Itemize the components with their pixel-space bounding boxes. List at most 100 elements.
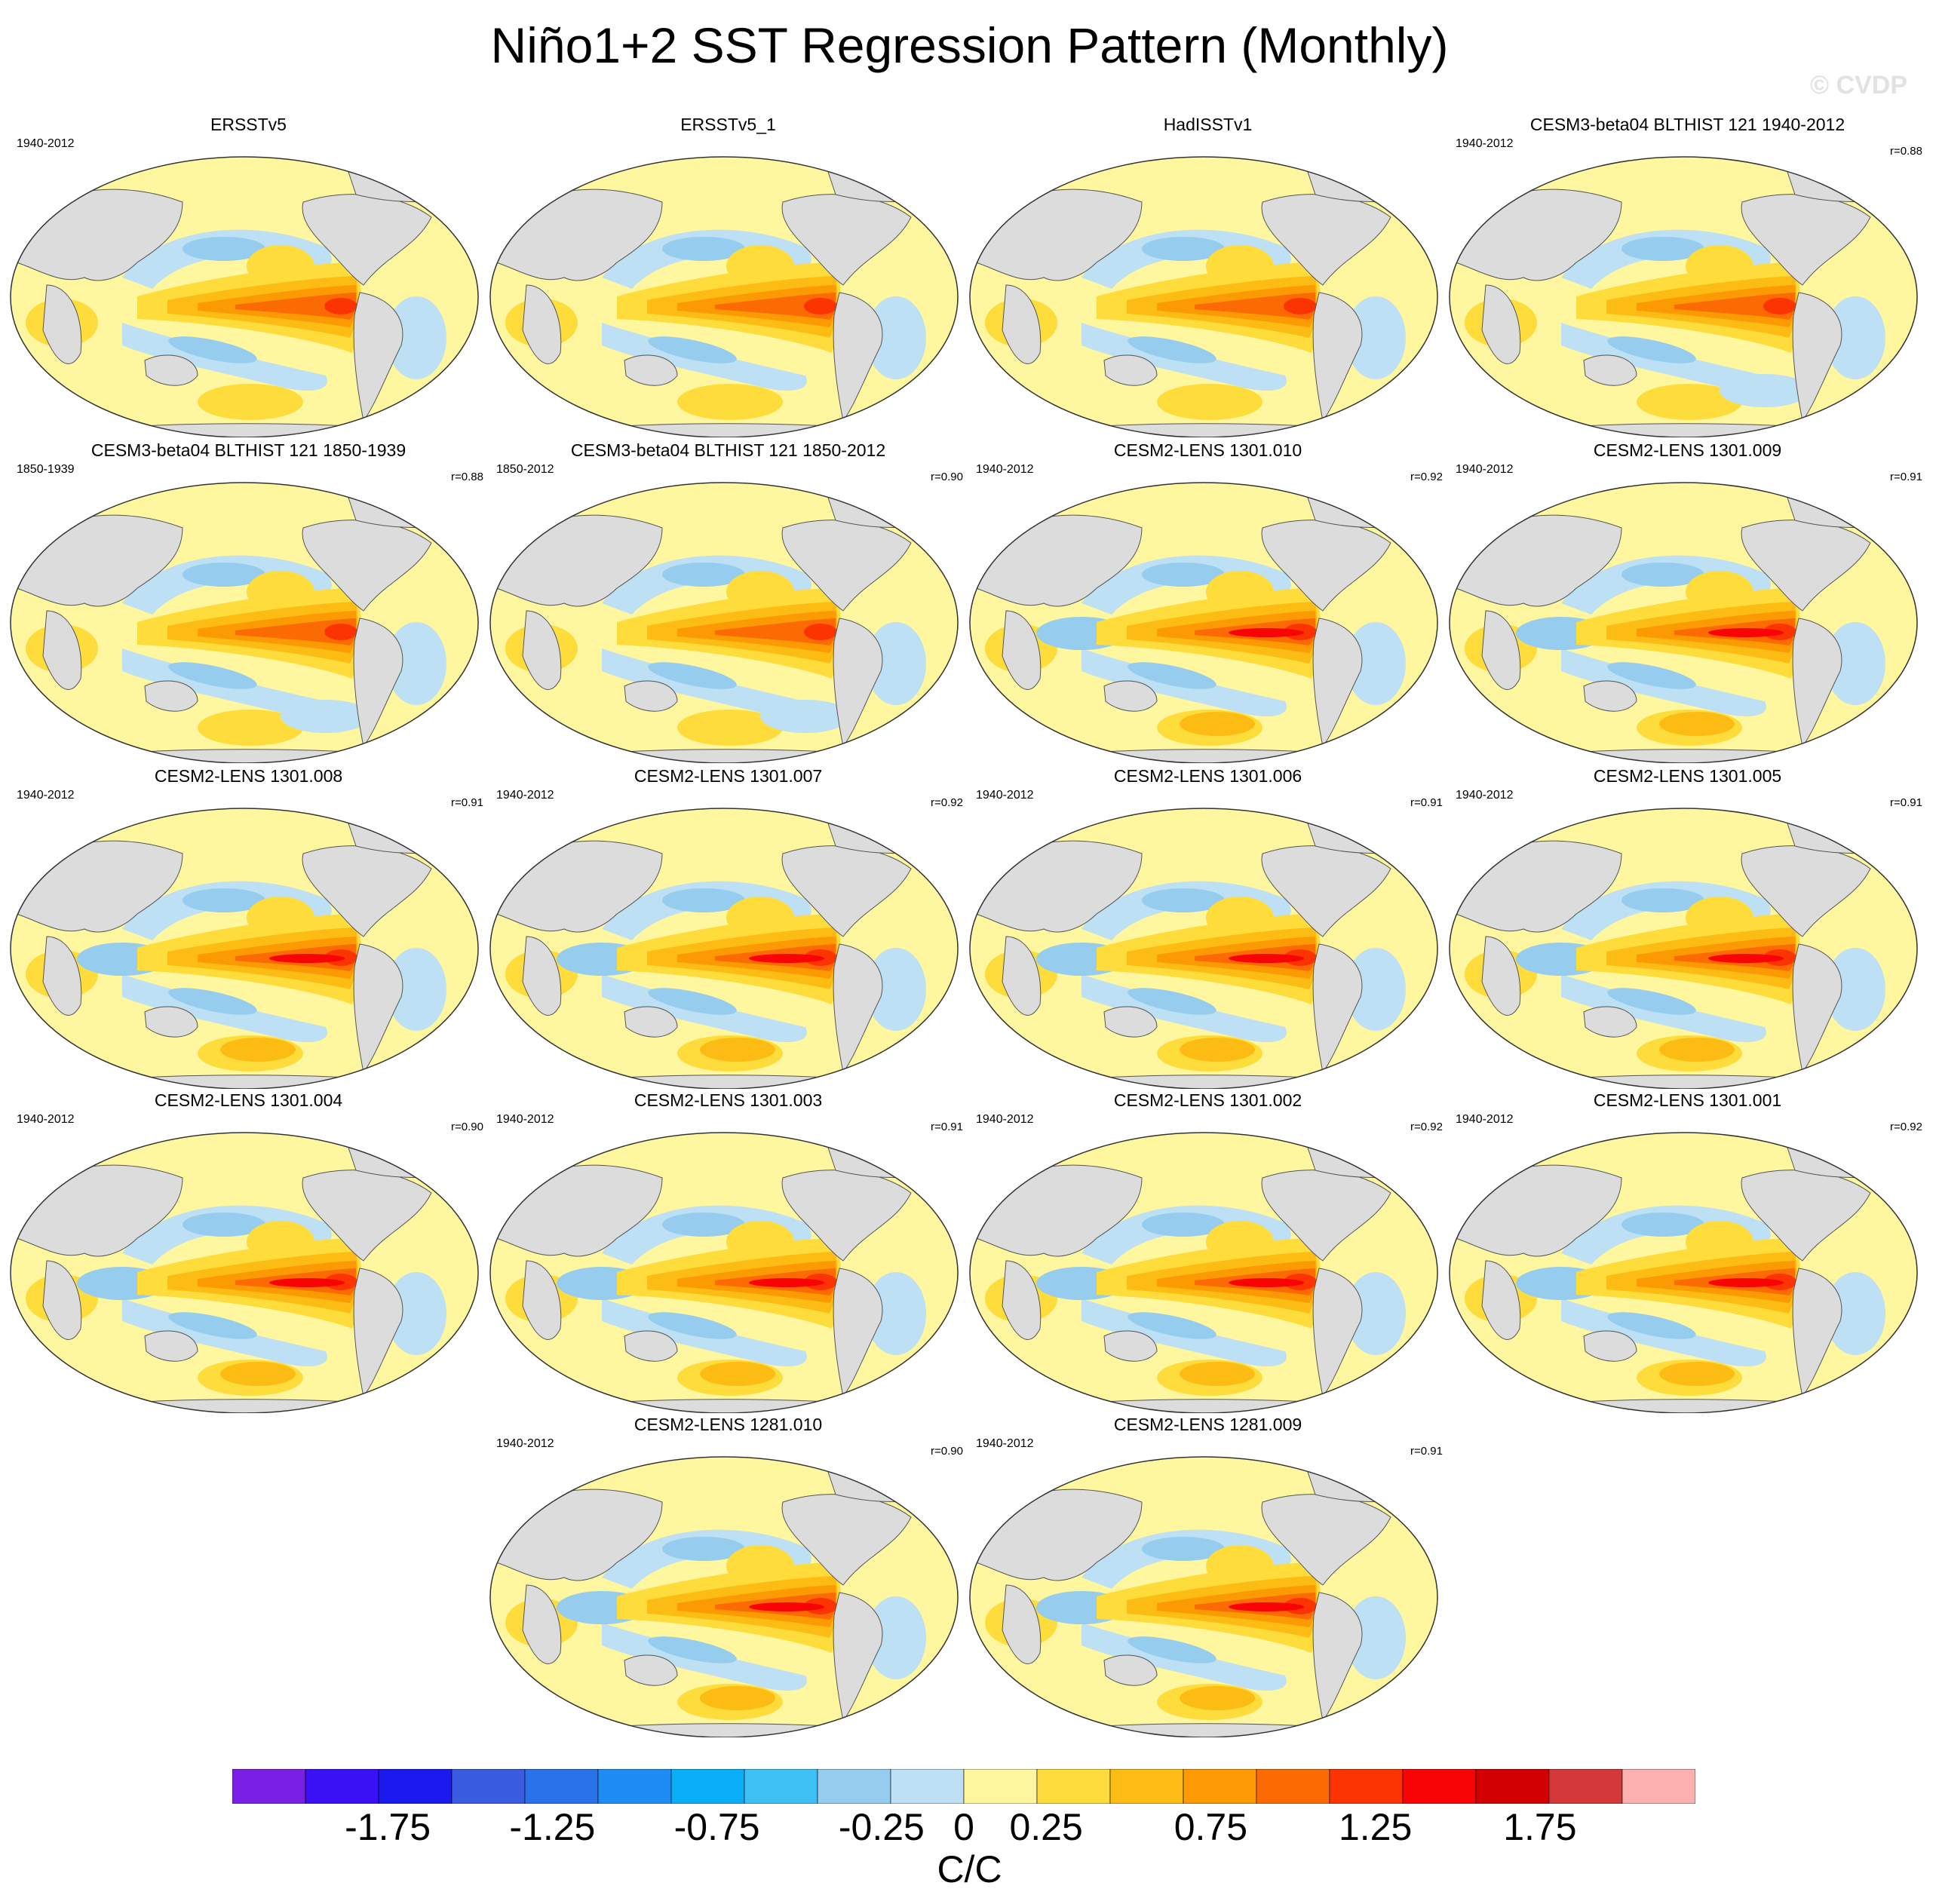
north-pacific-cold-arm <box>602 1529 811 1589</box>
africa-land <box>42 284 82 364</box>
colorbar-swatch <box>1036 1769 1111 1804</box>
southern-ocean-warm-core <box>220 1038 296 1062</box>
sst-regression-map <box>1449 1132 1918 1413</box>
antarctica-land <box>548 749 912 763</box>
antarctica-land <box>1028 423 1391 437</box>
map-outline <box>969 1456 1438 1737</box>
pattern-correlation: r=0.92 <box>1890 1121 1922 1133</box>
map-outline <box>969 156 1438 437</box>
colorbar-tick-label: 0 <box>953 1806 974 1848</box>
antarctica-land <box>1508 1075 1871 1089</box>
antarctica-land <box>1508 1399 1871 1413</box>
north-pacific-cold-core <box>662 563 745 587</box>
southern-ocean-warm-core <box>1659 712 1735 736</box>
pattern-correlation: r=0.91 <box>1410 796 1443 809</box>
colorbar-swatch <box>1475 1769 1550 1804</box>
panel-period: 1850-1939 <box>17 463 75 476</box>
map-panel: CESM2-LENS 1281.009 1940-2012 r=0.91 <box>968 1415 1447 1737</box>
map-panel: CESM2-LENS 1301.005 1940-2012 r=0.91 <box>1448 766 1927 1089</box>
north-pacific-cold-core <box>183 888 265 912</box>
panel-title: CESM2-LENS 1301.007 <box>634 766 823 786</box>
south-atlantic-patch <box>386 948 446 1031</box>
map-outline <box>1449 482 1918 763</box>
africa-land <box>522 936 562 1016</box>
australia-land <box>144 680 198 712</box>
colorbar-swatch <box>597 1769 672 1804</box>
south-atlantic-patch <box>1345 948 1406 1031</box>
nino12-max-core <box>1229 1278 1304 1287</box>
southern-ocean-warm <box>1637 384 1742 420</box>
nino12-max-core <box>269 1278 345 1287</box>
north-pacific-cold-arm <box>1081 229 1291 289</box>
sst-regression-map <box>489 808 959 1089</box>
south-pacific-cold-core <box>168 1312 257 1339</box>
south-america-land <box>833 943 883 1074</box>
africa-land <box>522 610 562 690</box>
figure-title: Niño1+2 SST Regression Pattern (Monthly) <box>490 17 1449 73</box>
colorbar-tick-label: -1.25 <box>509 1806 596 1848</box>
panel-period: 1940-2012 <box>976 463 1034 476</box>
south-atlantic-patch <box>1825 948 1885 1031</box>
map-outline <box>969 1132 1438 1413</box>
africa-land <box>42 610 82 690</box>
sst-regression-map <box>489 1456 959 1737</box>
panel-title: CESM2-LENS 1301.001 <box>1593 1090 1782 1110</box>
australia-land <box>144 1006 198 1038</box>
south-america-land <box>353 943 403 1074</box>
south-atlantic-patch <box>866 1272 926 1355</box>
australia-land <box>144 1330 198 1362</box>
colorbar-swatch <box>670 1769 745 1804</box>
greenland-land <box>1307 820 1414 854</box>
pattern-correlation: r=0.90 <box>931 1445 963 1458</box>
north-pacific-cold-arm <box>1561 1205 1771 1265</box>
panel-title: CESM2-LENS 1301.003 <box>634 1090 823 1110</box>
australia-land <box>1583 1330 1637 1362</box>
map-outline <box>489 1456 959 1737</box>
sst-regression-map <box>969 156 1438 437</box>
eq-tongue-core <box>235 618 357 645</box>
sst-regression-map <box>969 1456 1438 1737</box>
colorbar-tick-label: -0.25 <box>838 1806 925 1848</box>
pattern-correlation: r=0.90 <box>931 471 963 483</box>
colorbar-swatch <box>305 1769 379 1804</box>
map-outline <box>969 482 1438 763</box>
south-pacific-cold-core <box>1128 1312 1216 1339</box>
africa-land <box>1002 936 1042 1016</box>
colorbar-tick-label: 1.25 <box>1338 1806 1413 1848</box>
sst-regression-map <box>10 156 479 437</box>
south-atlantic-patch <box>1345 296 1406 379</box>
north-pacific-cold-arm <box>122 881 332 940</box>
map-panel: CESM2-LENS 1301.002 1940-2012 r=0.92 <box>968 1090 1447 1413</box>
colorbar-tick-label: 1.75 <box>1503 1806 1577 1848</box>
north-pacific-cold-arm <box>1081 1205 1291 1265</box>
panel-title: HadISSTv1 <box>1163 115 1253 134</box>
map-panel: ERSSTv5_1 <box>489 115 968 437</box>
sst-regression-map <box>10 1132 479 1413</box>
eq-tongue-core <box>715 618 836 645</box>
north-pacific-cold-core <box>1621 237 1704 261</box>
north-pacific-cold-arm <box>1081 555 1291 615</box>
antarctica-land <box>1028 1723 1391 1737</box>
south-pacific-cold-core <box>168 988 257 1015</box>
map-outline <box>489 156 959 437</box>
north-pacific-cold-core <box>662 1213 745 1237</box>
greenland-land <box>1787 820 1894 854</box>
south-pacific-cold-core <box>1607 1312 1696 1339</box>
map-panel: CESM2-LENS 1301.007 1940-2012 r=0.92 <box>489 766 968 1089</box>
south-america-land <box>1312 1592 1363 1722</box>
greenland-land <box>1307 494 1414 528</box>
south-atlantic-patch <box>1825 622 1885 705</box>
north-pacific-cold-core <box>1621 888 1704 912</box>
greenland-land <box>827 494 934 528</box>
panel-title: CESM2-LENS 1301.002 <box>1113 1090 1302 1110</box>
panel-period: 1940-2012 <box>496 1113 554 1126</box>
sst-regression-map <box>969 482 1438 763</box>
panel-period: 1850-2012 <box>496 463 554 476</box>
africa-land <box>1481 610 1521 690</box>
sst-regression-map <box>1449 482 1918 763</box>
panel-title: CESM2-LENS 1281.009 <box>1113 1415 1302 1434</box>
south-atlantic-patch <box>1345 1272 1406 1355</box>
pattern-correlation: r=0.91 <box>451 796 483 809</box>
southern-ocean-warm <box>198 384 303 420</box>
greenland-land <box>1307 1468 1414 1502</box>
